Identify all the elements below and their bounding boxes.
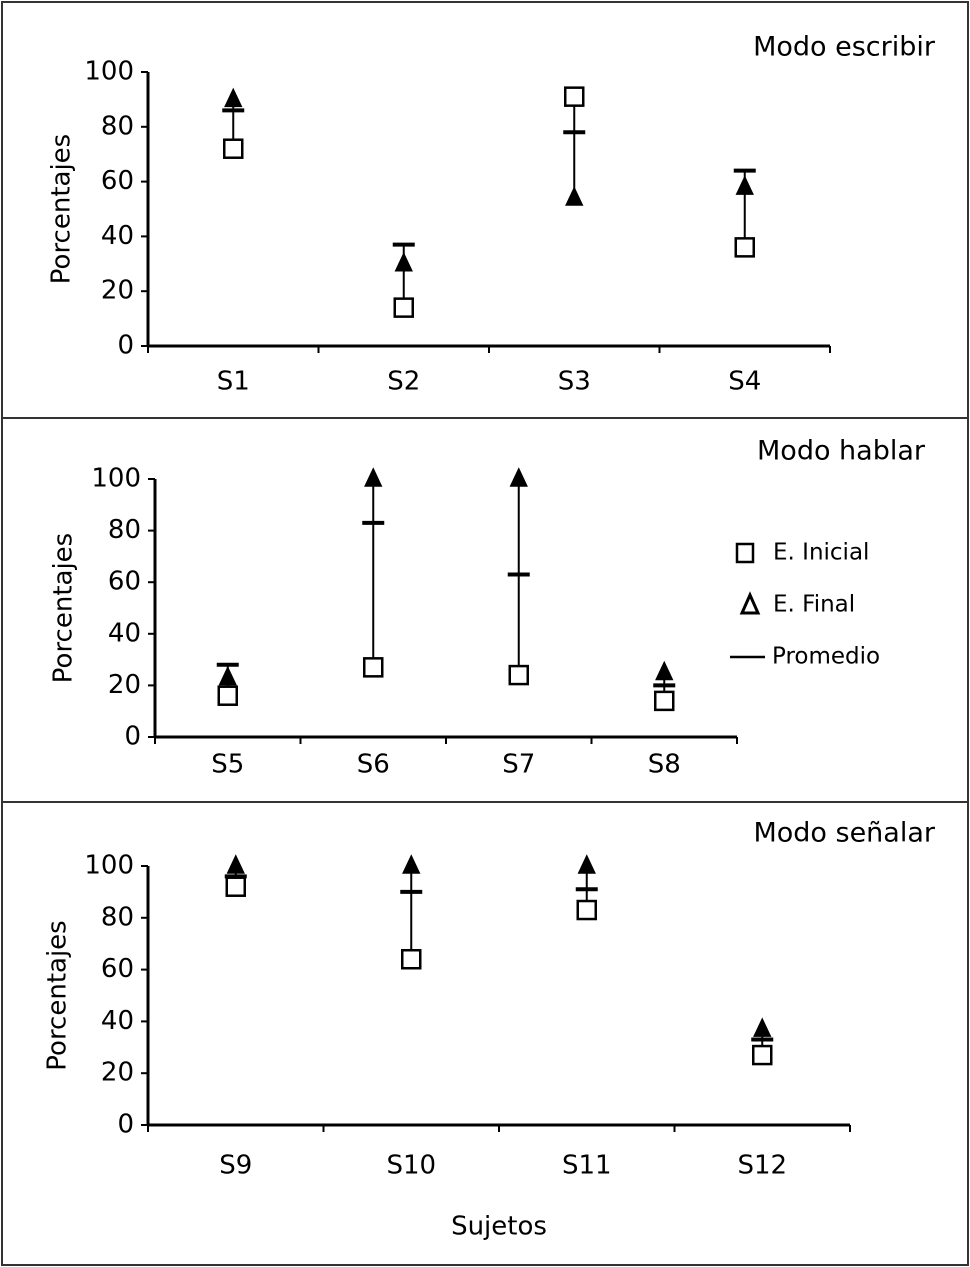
x-tick-label: S11 <box>562 1151 612 1181</box>
triangle-marker <box>394 252 413 272</box>
y-tick-label: 100 <box>84 851 134 881</box>
square-marker <box>734 237 755 258</box>
x-tick-label: S9 <box>219 1151 252 1181</box>
triangle-marker <box>735 175 754 195</box>
chart-title: Modo hablar <box>757 436 926 467</box>
y-axis-label: Porcentajes <box>43 920 73 1070</box>
x-tick-label: S5 <box>211 750 244 780</box>
x-tick-label: S6 <box>357 750 390 780</box>
square-marker <box>217 685 238 706</box>
y-tick-label: 60 <box>101 166 134 196</box>
triangle-marker <box>565 186 584 206</box>
x-tick-label: S10 <box>386 1151 436 1181</box>
triangle-marker <box>224 87 243 108</box>
square-marker <box>363 657 384 678</box>
square-marker <box>654 690 675 712</box>
triangle-marker <box>509 467 528 487</box>
square-marker <box>223 138 244 159</box>
x-tick-label: S3 <box>558 367 591 397</box>
square-marker <box>393 297 414 318</box>
y-tick-label: 20 <box>108 670 141 700</box>
y-tick-label: 80 <box>108 515 141 545</box>
y-tick-label: 100 <box>84 57 134 87</box>
x-tick-label: S4 <box>728 367 761 397</box>
y-tick-label: 20 <box>101 1058 134 1088</box>
y-tick-label: 40 <box>101 221 134 251</box>
triangle-marker <box>753 1017 772 1037</box>
x-axis-label: Sujetos <box>451 1212 547 1242</box>
triangle-marker <box>364 467 383 487</box>
square-marker <box>752 1044 773 1066</box>
square-marker <box>401 948 422 970</box>
legend-marker <box>735 542 755 564</box>
y-axis-label: Porcentajes <box>49 533 79 683</box>
y-tick-label: 40 <box>101 1006 134 1036</box>
triangle-marker <box>577 854 596 874</box>
x-tick-label: S8 <box>648 750 681 780</box>
square-marker <box>225 876 246 897</box>
triangle-marker <box>226 854 245 874</box>
y-tick-label: 20 <box>101 276 134 306</box>
y-tick-label: 100 <box>91 464 141 494</box>
triangle-marker <box>218 665 237 686</box>
legend-label: Promedio <box>772 644 880 670</box>
x-tick-label: S7 <box>502 750 535 780</box>
chart-title: Modo señalar <box>753 818 935 849</box>
legend-label: E. Inicial <box>773 540 869 566</box>
square-marker <box>508 664 529 686</box>
triangle-marker <box>655 660 674 681</box>
y-tick-label: 0 <box>124 722 141 752</box>
square-marker <box>576 899 597 921</box>
legend-label: E. Final <box>773 592 855 618</box>
y-tick-label: 60 <box>108 567 141 597</box>
square-marker <box>564 86 585 107</box>
y-tick-label: 60 <box>101 954 134 984</box>
y-tick-label: 0 <box>117 331 134 361</box>
x-tick-label: S12 <box>737 1151 787 1181</box>
y-tick-label: 40 <box>108 618 141 648</box>
legend-marker <box>739 591 761 615</box>
chart-title: Modo escribir <box>753 32 936 63</box>
x-tick-label: S2 <box>387 367 420 397</box>
x-tick-label: S1 <box>217 367 250 397</box>
y-tick-label: 80 <box>101 902 134 932</box>
y-axis-label: Porcentajes <box>47 134 77 284</box>
triangle-marker <box>402 854 421 874</box>
y-tick-label: 80 <box>101 111 134 141</box>
y-tick-label: 0 <box>117 1110 134 1140</box>
